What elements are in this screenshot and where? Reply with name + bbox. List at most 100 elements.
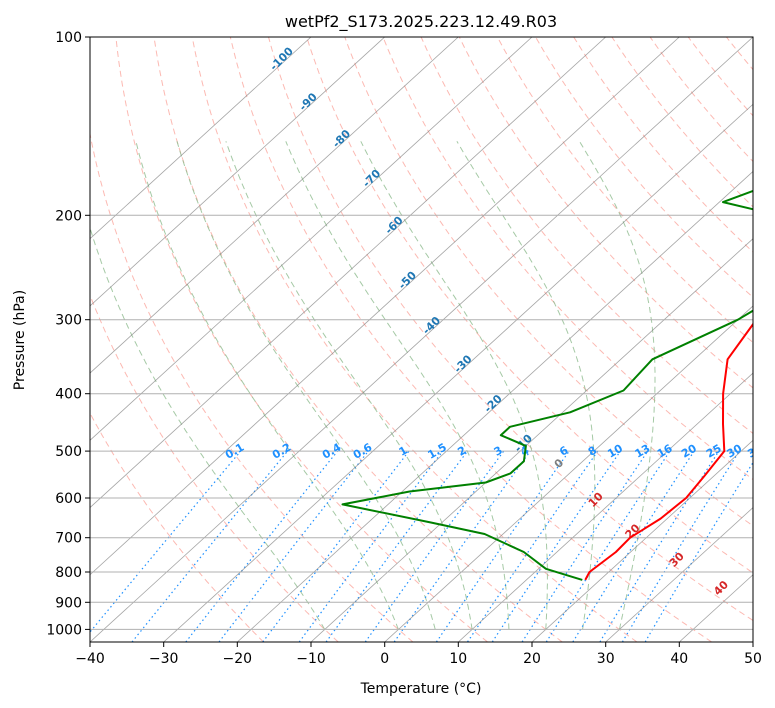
mixing-ratio-label: 0.6 [351,440,375,461]
isotherm [237,170,753,642]
y-tick-label: 900 [55,595,82,611]
dry-adiabat [90,131,414,642]
wet-bulb-label: 30 [667,549,687,569]
isotherm [90,37,753,642]
isotherm [90,37,459,374]
x-tick-label: −40 [75,651,105,667]
moist-adiabat [579,141,656,630]
dry-adiabat [573,37,753,253]
mixing-ratio-line [621,450,740,642]
isotherm [458,372,753,642]
dry-adiabat [229,37,712,642]
y-tick-label: 1000 [46,622,82,638]
x-tick-label: −30 [149,651,179,667]
isotherm-label: -60 [382,214,405,237]
mixing-ratio-label: 36 [745,442,765,461]
isotherm [310,238,753,642]
isobars [90,37,753,630]
y-tick-label: 200 [55,208,82,224]
mixing-ratio-line [599,450,720,642]
profile-line [341,189,753,581]
profile-line [584,322,753,581]
isotherm-label: -50 [396,268,419,291]
moist-adiabat [456,141,596,630]
isotherm [90,37,312,240]
isotherm-label: -90 [297,90,320,113]
isotherm [163,103,753,642]
y-tick-label: 500 [55,444,82,460]
x-axis: −40 −30 −20 −10 0 10 20 30 40 50 [75,642,762,667]
mixing-ratio-line [466,450,599,642]
x-tick-label: 40 [670,651,688,667]
wet-bulb-label: 40 [711,578,731,598]
x-tick-label: 10 [449,651,467,667]
y-tick-label: 400 [55,387,82,403]
dry-adiabat [496,37,753,344]
x-tick-label: −10 [296,651,326,667]
isotherm [384,305,753,642]
moist-adiabat [176,141,436,630]
isotherm-label: -30 [451,352,474,375]
mixing-ratio-label: 30 [724,442,744,461]
moist-adiabat [135,141,399,630]
x-axis-label: Temperature (°C) [360,681,482,697]
dry-adiabat [90,293,339,642]
wet-bulb-label: 10 [586,490,606,510]
dry-adiabat [90,412,264,642]
isotherm [90,37,680,576]
mixing-ratio-line [218,450,369,642]
mixing-ratio-line [90,450,242,633]
chart-title: wetPf2_S173.2025.223.12.49.R03 [285,12,557,32]
profiles [341,189,753,581]
mixing-ratio-label: 10 [605,442,625,461]
mixing-ratio-line [262,450,410,642]
dry-adiabat [726,37,753,71]
dry-adiabat [420,37,753,435]
moist-adiabat [285,141,510,630]
moist-adiabats [90,141,656,630]
mixing-ratio-line [435,450,570,642]
x-tick-label: 50 [744,651,762,667]
y-tick-label: 100 [55,30,82,46]
x-tick-label: −20 [223,651,253,667]
isotherm [531,439,753,642]
mixing-ratio-line [185,450,339,642]
mixing-ratio-line [364,450,505,642]
x-tick-label: 0 [380,651,389,667]
dry-adiabat [382,37,753,481]
y-tick-label: 800 [55,565,82,581]
mixing-ratio-label: 0.2 [270,441,293,462]
mixing-ratio-lines [90,450,753,642]
mixing-ratio-label: 0.4 [320,440,344,461]
moist-adiabat [90,226,326,630]
dry-adiabat [765,37,775,642]
moist-adiabat [225,141,473,630]
isotherm-label: -20 [482,392,505,415]
dry-adiabat [268,37,753,622]
mixing-ratio-line [298,450,444,642]
dry-adiabat [687,37,753,117]
mixing-ratio-line [545,450,671,642]
y-tick-label: 700 [55,531,82,547]
mixing-ratio-label: 20 [679,442,699,461]
mixing-ratio-label: 1.5 [425,441,448,462]
y-axis: 100 200 300 400 500 600 700 800 900 1000 [46,30,90,638]
isotherm-label: -80 [330,127,353,150]
dry-adiabats [90,37,775,642]
mixing-ratio-line [393,450,531,642]
dry-adiabat [306,37,753,574]
moist-adiabat [360,141,548,630]
mixing-ratio-line [572,450,695,642]
mixing-ratio-line [521,450,649,642]
dry-adiabat [153,37,563,642]
mixing-ratio-line [491,450,621,642]
mixing-ratio-line [131,450,289,642]
isotherm [90,37,385,307]
isotherm [90,37,533,441]
plot-frame [89,36,754,643]
isotherm-label: -40 [420,314,443,337]
isotherms [90,37,753,642]
dry-adiabat [649,37,753,163]
plot-area: -100-90-80-70-60-50-40-30-20-10 0.1 0.2 0.… [90,37,775,642]
